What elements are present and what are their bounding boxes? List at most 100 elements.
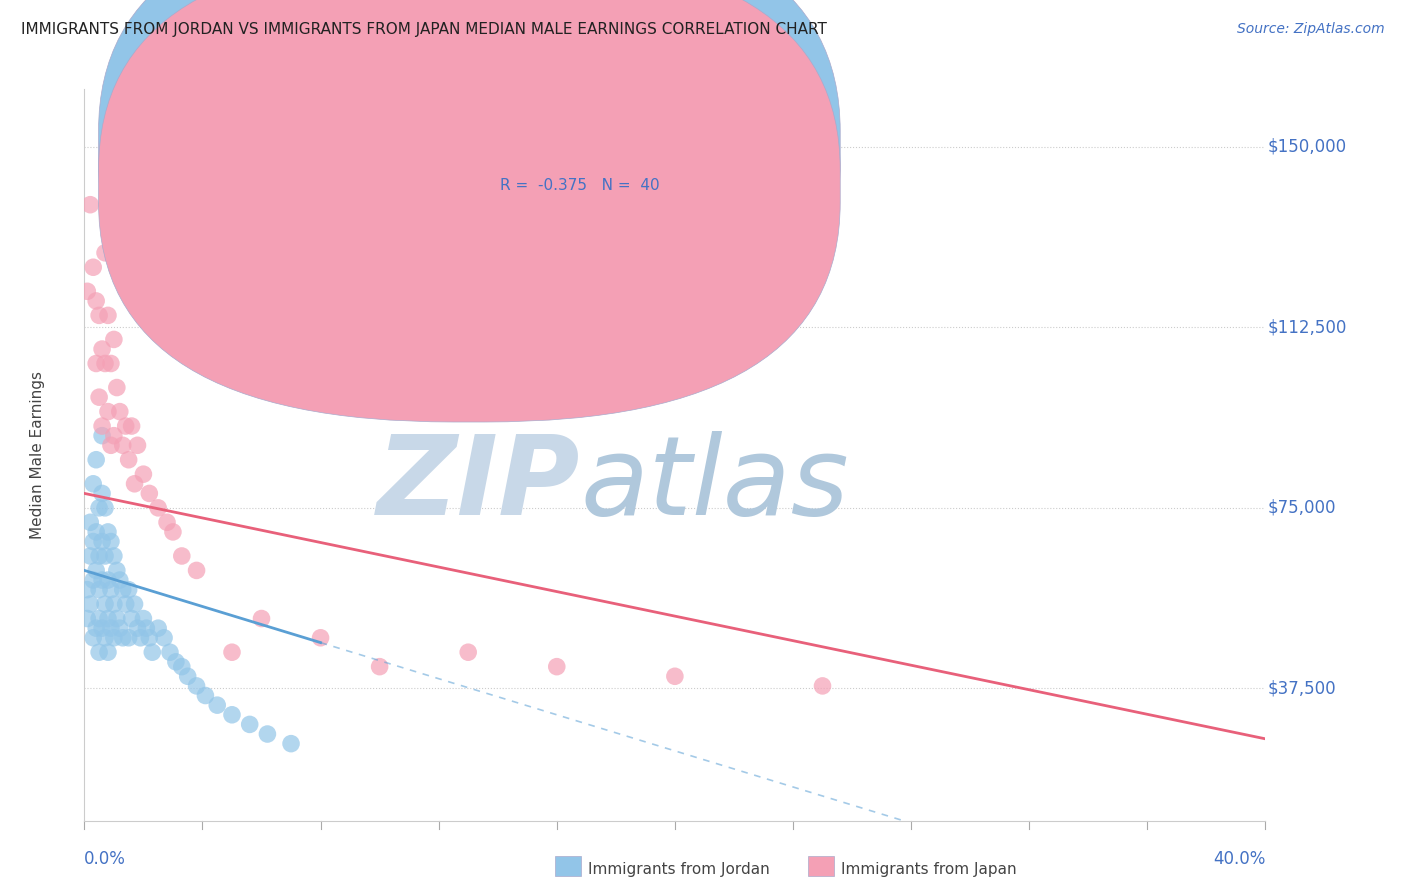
Point xyxy=(177,669,200,683)
Point xyxy=(76,285,98,299)
Point xyxy=(118,582,141,597)
Point xyxy=(121,419,143,434)
Point xyxy=(148,500,170,515)
Point xyxy=(170,659,193,673)
Point xyxy=(100,621,122,635)
Point xyxy=(100,438,122,452)
Point xyxy=(103,549,125,563)
Point xyxy=(94,597,117,611)
FancyBboxPatch shape xyxy=(433,115,723,218)
Point xyxy=(121,611,143,625)
Point xyxy=(170,549,193,563)
Point xyxy=(87,309,111,323)
Point xyxy=(79,549,101,563)
Point xyxy=(91,534,114,549)
Point xyxy=(87,500,111,515)
Point xyxy=(129,631,152,645)
Point xyxy=(457,645,479,659)
Point xyxy=(87,549,111,563)
Point xyxy=(250,611,273,625)
Point xyxy=(100,582,122,597)
Point xyxy=(105,611,128,625)
Point xyxy=(811,679,834,693)
Point xyxy=(84,621,107,635)
Point xyxy=(84,563,107,577)
Point xyxy=(156,516,179,530)
Point xyxy=(82,631,104,645)
Point xyxy=(94,245,117,260)
Point xyxy=(97,309,120,323)
Point xyxy=(141,645,163,659)
Point xyxy=(124,476,146,491)
Text: 0.0%: 0.0% xyxy=(84,850,127,868)
Point xyxy=(256,727,278,741)
Point xyxy=(91,573,114,587)
Text: $37,500: $37,500 xyxy=(1268,680,1336,698)
Point xyxy=(91,621,114,635)
Point xyxy=(105,380,128,394)
Point xyxy=(132,467,155,482)
Point xyxy=(135,621,157,635)
Point xyxy=(186,679,208,693)
Point xyxy=(79,197,101,211)
Point xyxy=(127,621,149,635)
Point xyxy=(108,404,131,418)
Text: Immigrants from Jordan: Immigrants from Jordan xyxy=(588,863,769,877)
Point xyxy=(127,438,149,452)
Point xyxy=(132,611,155,625)
Point xyxy=(111,582,134,597)
Text: Median Male Earnings: Median Male Earnings xyxy=(30,371,45,539)
Point xyxy=(87,645,111,659)
Point xyxy=(239,717,262,731)
Point xyxy=(100,534,122,549)
Text: Source: ZipAtlas.com: Source: ZipAtlas.com xyxy=(1237,22,1385,37)
Point xyxy=(153,631,176,645)
Point xyxy=(94,500,117,515)
Point xyxy=(280,737,302,751)
Point xyxy=(97,404,120,418)
Point xyxy=(162,524,184,539)
Point xyxy=(148,621,170,635)
Point xyxy=(159,645,181,659)
Point xyxy=(194,689,217,703)
Text: ZIP: ZIP xyxy=(377,431,581,538)
Point xyxy=(664,669,686,683)
Point xyxy=(94,356,117,371)
Point xyxy=(97,645,120,659)
Point xyxy=(114,419,136,434)
Point xyxy=(79,597,101,611)
Point xyxy=(87,611,111,625)
FancyBboxPatch shape xyxy=(98,0,841,422)
Point xyxy=(94,631,117,645)
Point xyxy=(84,452,107,467)
Point xyxy=(103,631,125,645)
Point xyxy=(165,655,187,669)
Point xyxy=(82,534,104,549)
Point xyxy=(186,563,208,577)
Point xyxy=(105,563,128,577)
Point xyxy=(221,707,243,722)
Point xyxy=(138,486,160,500)
Point xyxy=(205,698,228,713)
Point xyxy=(103,597,125,611)
Point xyxy=(124,597,146,611)
Point xyxy=(100,356,122,371)
Point xyxy=(84,293,107,308)
Point xyxy=(76,611,98,625)
Point xyxy=(103,333,125,347)
Point xyxy=(79,516,101,530)
Point xyxy=(138,631,160,645)
Point xyxy=(111,631,134,645)
Point xyxy=(368,659,391,673)
Point xyxy=(103,428,125,442)
Text: IMMIGRANTS FROM JORDAN VS IMMIGRANTS FROM JAPAN MEDIAN MALE EARNINGS CORRELATION: IMMIGRANTS FROM JORDAN VS IMMIGRANTS FRO… xyxy=(21,22,827,37)
Text: 40.0%: 40.0% xyxy=(1213,850,1265,868)
Point xyxy=(108,621,131,635)
Text: $112,500: $112,500 xyxy=(1268,318,1347,336)
Point xyxy=(84,356,107,371)
Point xyxy=(118,631,141,645)
Point xyxy=(114,597,136,611)
Point xyxy=(97,573,120,587)
Point xyxy=(97,524,120,539)
Point xyxy=(87,582,111,597)
